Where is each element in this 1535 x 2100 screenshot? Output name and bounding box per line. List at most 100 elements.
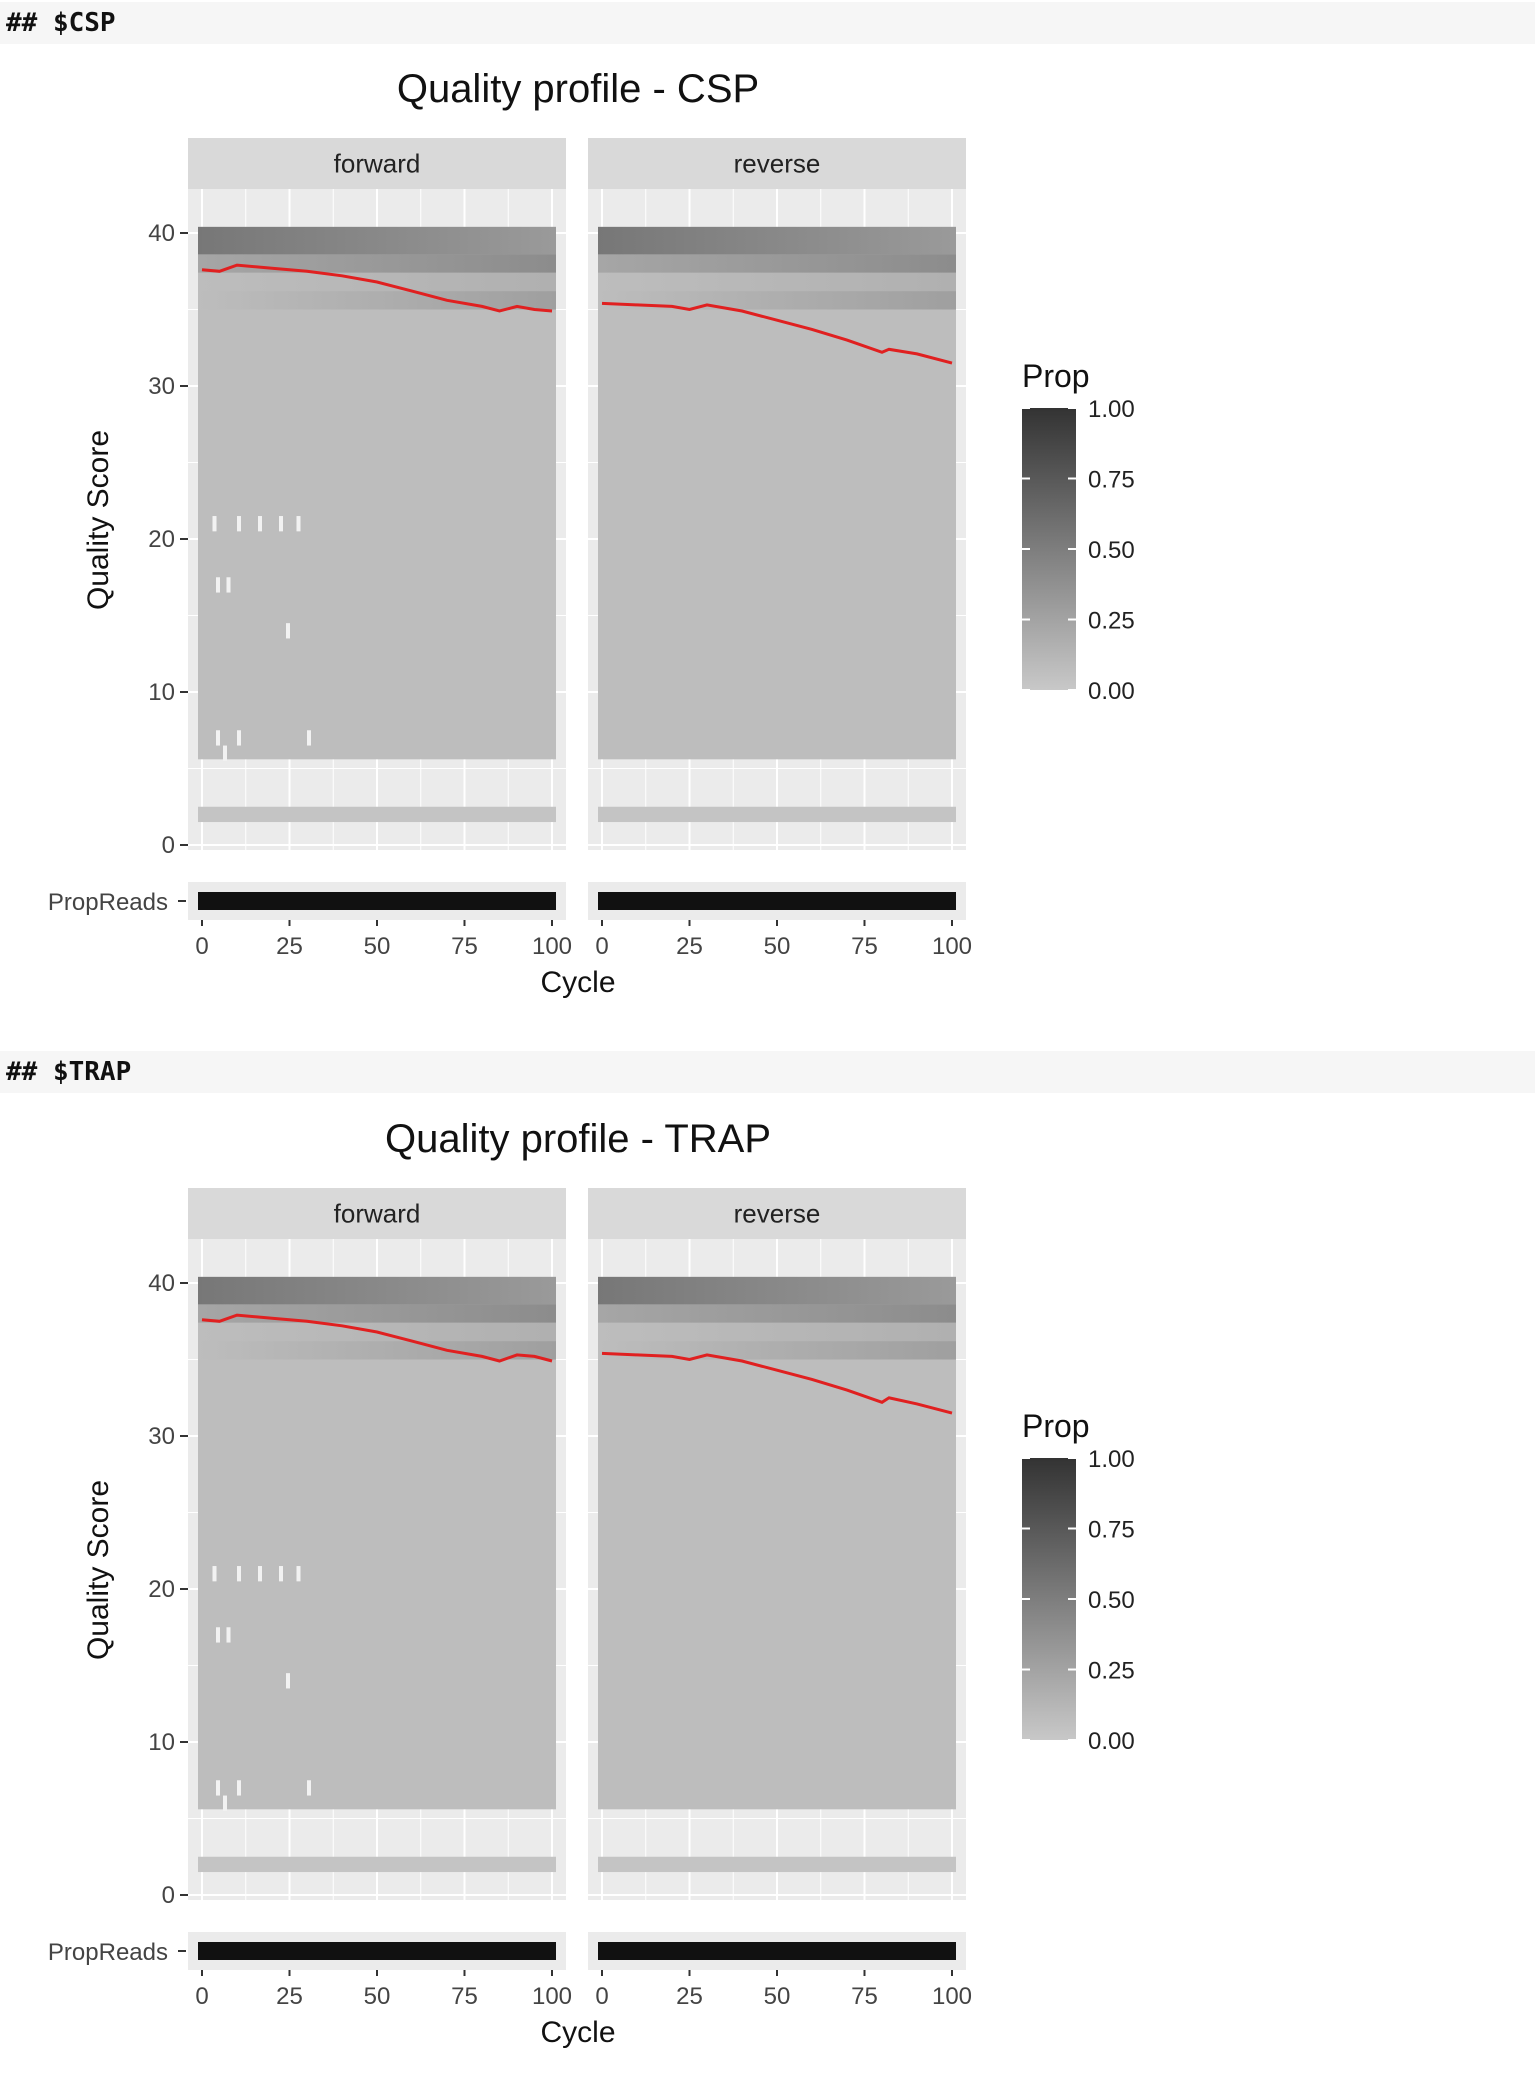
heatmap-cell: [226, 577, 231, 593]
propreads-label: PropReads: [48, 1939, 168, 1966]
y-tick-label: 20: [148, 1576, 175, 1603]
chart-title: Quality profile - CSP: [397, 67, 759, 111]
legend-colorbar: [1022, 1458, 1076, 1740]
heatmap-cell: [223, 745, 227, 761]
facet-strip: [188, 138, 566, 189]
legend-tick-label: 0.75: [1088, 1517, 1135, 1544]
heatmap-cell: [296, 516, 301, 532]
y-tick-label: 40: [148, 1270, 175, 1297]
heatmap-cell: [226, 1627, 231, 1643]
heatmap-cell: [216, 1627, 220, 1643]
mean-quality-line-reverse: [601, 1351, 953, 1415]
section-header-csp: ## $CSP: [0, 2, 1535, 44]
heatmap-cell: [216, 730, 220, 746]
x-tick-label: 25: [676, 1983, 703, 2010]
heatmap-band: [598, 1341, 956, 1360]
legend-tick-label: 0.25: [1088, 1658, 1135, 1685]
legend-tick-label: 0.25: [1088, 608, 1135, 635]
heatmap-cell: [237, 1566, 241, 1582]
heatmap-band: [198, 291, 556, 310]
heatmap-band: [598, 226, 956, 255]
heatmap-cell: [223, 1795, 227, 1811]
x-tick-label: 100: [932, 933, 972, 960]
legend-tick-label: 0.50: [1088, 1587, 1135, 1614]
legend-tick-label: 1.00: [1088, 396, 1135, 423]
heatmap-block: [198, 1276, 556, 1810]
y-tick-label: 30: [148, 373, 175, 400]
propreads-bar-reverse: [598, 892, 956, 910]
legend-tick-label: 0.50: [1088, 537, 1135, 564]
facet-strip: [588, 1188, 966, 1239]
heatmap-cell: [237, 730, 241, 746]
legend-title: Prop: [1022, 1408, 1090, 1444]
y-tick-label: 0: [162, 832, 175, 859]
y-tick-label: 10: [148, 1729, 175, 1756]
legend-tick-label: 0.75: [1088, 467, 1135, 494]
x-tick-label: 0: [595, 933, 608, 960]
heatmap-band: [598, 291, 956, 310]
legend-title: Prop: [1022, 358, 1090, 394]
facet-label-forward: forward: [334, 149, 421, 179]
heatmap-cell: [237, 516, 241, 532]
heatmap-band: [598, 1304, 956, 1323]
facet-panel-forward: forward 0 25 50 75 100: [188, 1188, 572, 2010]
y-tick-label: 40: [148, 220, 175, 247]
propreads-bar-forward: [198, 892, 556, 910]
heatmap-band: [598, 1322, 956, 1342]
heatmap-cell: [237, 1780, 241, 1796]
x-tick-label: 75: [851, 933, 878, 960]
y-axis-label: Quality Score: [82, 430, 115, 610]
x-tick-label: 100: [532, 1983, 572, 2010]
propreads-label: PropReads: [48, 889, 168, 916]
x-tick-label: 100: [532, 933, 572, 960]
heatmap-cell: [212, 1566, 217, 1582]
y-tick-label: 0: [162, 1882, 175, 1909]
x-tick-label: 0: [195, 1983, 208, 2010]
x-tick-label: 100: [932, 1983, 972, 2010]
heatmap-band: [598, 1276, 956, 1305]
heatmap-block: [598, 226, 956, 760]
heatmap-cell: [258, 1566, 262, 1582]
heatmap-cell: [286, 1673, 290, 1689]
x-axis-label: Cycle: [540, 2016, 615, 2049]
x-tick-label: 50: [364, 933, 391, 960]
legend-colorbar: [1022, 408, 1076, 690]
heatmap-cell: [212, 516, 217, 532]
x-tick-label: 0: [195, 933, 208, 960]
heatmap-cell: [286, 623, 290, 639]
facet-panel-reverse: reverse 0 25 50 75 100: [588, 1188, 972, 2010]
x-tick-label: 50: [764, 1983, 791, 2010]
heatmap-band: [198, 226, 556, 255]
legend-tick-label: 1.00: [1088, 1446, 1135, 1473]
x-tick-label: 25: [276, 933, 303, 960]
x-tick-label: 50: [364, 1983, 391, 2010]
heatmap-cell: [216, 1780, 220, 1796]
y-axis-label: Quality Score: [82, 1480, 115, 1660]
heatmap-cell: [258, 516, 262, 532]
propreads-bar-forward: [198, 1942, 556, 1960]
heatmap-block: [198, 226, 556, 760]
x-tick-label: 25: [276, 1983, 303, 2010]
heatmap-band: [598, 254, 956, 273]
facet-strip: [588, 138, 966, 189]
heatmap-low-quality-row: [198, 806, 556, 823]
heatmap-cell: [296, 1566, 301, 1582]
heatmap-cell: [279, 516, 283, 532]
x-axis-label: Cycle: [540, 966, 615, 999]
mean-quality-line-reverse: [601, 301, 953, 365]
heatmap-band: [198, 1341, 556, 1360]
legend-tick-label: 0.00: [1088, 1728, 1135, 1755]
heatmap-band: [198, 254, 556, 273]
y-tick-label: 10: [148, 679, 175, 706]
y-tick-label: 20: [148, 526, 175, 553]
heatmap-band: [198, 1276, 556, 1305]
section-header-trap: ## $TRAP: [0, 1051, 1535, 1093]
chart-title: Quality profile - TRAP: [385, 1117, 771, 1161]
heatmap-block: [598, 1276, 956, 1810]
x-tick-label: 75: [451, 1983, 478, 2010]
mean-quality-line-forward: [201, 1313, 553, 1363]
heatmap-band: [598, 272, 956, 292]
x-tick-label: 50: [764, 933, 791, 960]
